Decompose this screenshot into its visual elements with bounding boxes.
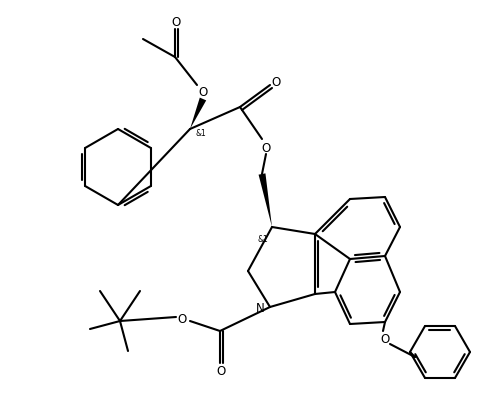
Text: O: O [272,76,281,89]
Text: &1: &1 [196,128,207,137]
Text: O: O [217,364,226,377]
Text: N: N [256,301,264,314]
Text: O: O [172,17,181,30]
Text: O: O [381,333,390,345]
Text: O: O [261,141,271,154]
Polygon shape [190,98,206,130]
Text: O: O [198,85,208,98]
Text: &1: &1 [257,235,268,244]
Polygon shape [259,174,272,228]
Text: O: O [177,313,187,326]
